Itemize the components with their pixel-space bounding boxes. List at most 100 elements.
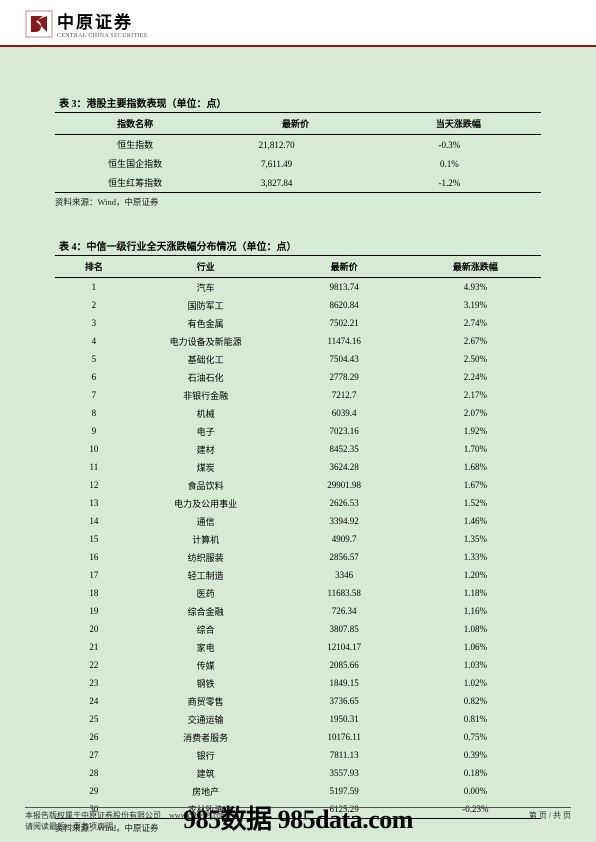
table-cell: 13 bbox=[55, 494, 133, 512]
table-cell: 7504.43 bbox=[279, 350, 410, 368]
table-cell: 2.07% bbox=[410, 404, 541, 422]
table-cell: 石油石化 bbox=[133, 368, 279, 386]
table-cell: 钢铁 bbox=[133, 674, 279, 692]
table-cell: 8452.35 bbox=[279, 440, 410, 458]
header: 中原证券 CENTRAL CHINA SECURITIES bbox=[0, 0, 596, 45]
table-row: 10建材8452.351.70% bbox=[55, 440, 541, 458]
table4-title: 表 4：中信一级行业全天涨跌幅分布情况（单位：点） bbox=[55, 238, 541, 253]
table-cell: 1.68% bbox=[410, 458, 541, 476]
table-cell: 恒生红筹指数 bbox=[55, 173, 215, 193]
table-cell: 食品饮料 bbox=[133, 476, 279, 494]
table-cell: 5197.59 bbox=[279, 782, 410, 800]
table-row: 19综合金融726.341.16% bbox=[55, 602, 541, 620]
table-cell: 1849.15 bbox=[279, 674, 410, 692]
table-cell: 726.34 bbox=[279, 602, 410, 620]
table-cell: 0.81% bbox=[410, 710, 541, 728]
table-cell: 8 bbox=[55, 404, 133, 422]
table-cell: 11 bbox=[55, 458, 133, 476]
table-cell: 21 bbox=[55, 638, 133, 656]
table-cell: 2.74% bbox=[410, 314, 541, 332]
logo-sub-text: CENTRAL CHINA SECURITIES bbox=[57, 33, 147, 39]
table-row: 20综合3807.851.08% bbox=[55, 620, 541, 638]
table3-section: 表 3：港股主要指数表现（单位：点） 指数名称 最新价 当天涨跌幅 恒生指数21… bbox=[55, 95, 541, 208]
table-cell: 建筑 bbox=[133, 764, 279, 782]
footer-page: 第 页 / 共 页 bbox=[529, 811, 571, 832]
table-cell: 0.82% bbox=[410, 692, 541, 710]
table-row: 23钢铁1849.151.02% bbox=[55, 674, 541, 692]
table-cell: 3736.65 bbox=[279, 692, 410, 710]
table-row: 12食品饮料29901.981.67% bbox=[55, 476, 541, 494]
table-cell: 1.08% bbox=[410, 620, 541, 638]
table-row: 2国防军工8620.843.19% bbox=[55, 296, 541, 314]
table-row: 1汽车9813.744.93% bbox=[55, 278, 541, 297]
table-cell: 消费者服务 bbox=[133, 728, 279, 746]
table-cell: 11683.58 bbox=[279, 584, 410, 602]
table-cell: 恒生指数 bbox=[55, 135, 215, 155]
table4-header: 最新涨跌幅 bbox=[410, 256, 541, 278]
table-cell: 1.03% bbox=[410, 656, 541, 674]
table-row: 17轻工制造33461.20% bbox=[55, 566, 541, 584]
table-row: 6石油石化2778.292.24% bbox=[55, 368, 541, 386]
table-cell: 6 bbox=[55, 368, 133, 386]
table-cell: 20 bbox=[55, 620, 133, 638]
table-row: 26消费者服务10176.110.75% bbox=[55, 728, 541, 746]
table3-header: 当天涨跌幅 bbox=[376, 113, 541, 135]
table-cell: 28 bbox=[55, 764, 133, 782]
table-cell: 综合 bbox=[133, 620, 279, 638]
table-cell: 14 bbox=[55, 512, 133, 530]
table-row: 22传媒2085.661.03% bbox=[55, 656, 541, 674]
table-cell: 27 bbox=[55, 746, 133, 764]
table-cell: 家电 bbox=[133, 638, 279, 656]
table-row: 9电子7023.161.92% bbox=[55, 422, 541, 440]
table-row: 4电力设备及新能源11474.162.67% bbox=[55, 332, 541, 350]
table-cell: 国防军工 bbox=[133, 296, 279, 314]
table-cell: 1.20% bbox=[410, 566, 541, 584]
table-row: 7非银行金融7212.72.17% bbox=[55, 386, 541, 404]
table-cell: 6039.4 bbox=[279, 404, 410, 422]
table-cell: 1.33% bbox=[410, 548, 541, 566]
table-cell: 3557.93 bbox=[279, 764, 410, 782]
table-row: 18医药11683.581.18% bbox=[55, 584, 541, 602]
table-row: 16纺织服装2856.571.33% bbox=[55, 548, 541, 566]
table-cell: 0.00% bbox=[410, 782, 541, 800]
table-cell: 2 bbox=[55, 296, 133, 314]
table-cell: 3624.28 bbox=[279, 458, 410, 476]
table-row: 13电力及公用事业2626.531.52% bbox=[55, 494, 541, 512]
table-cell: 7023.16 bbox=[279, 422, 410, 440]
table-row: 恒生红筹指数3,827.84-1.2% bbox=[55, 173, 541, 193]
table3-source: 资料来源：Wind，中原证券 bbox=[55, 196, 541, 208]
table-cell: 2778.29 bbox=[279, 368, 410, 386]
table-cell: 1950.31 bbox=[279, 710, 410, 728]
table-row: 恒生指数21,812.70-0.3% bbox=[55, 135, 541, 155]
table-row: 24商贸零售3736.650.82% bbox=[55, 692, 541, 710]
table-cell: 1.18% bbox=[410, 584, 541, 602]
table-cell: 2.67% bbox=[410, 332, 541, 350]
table-cell: 11474.16 bbox=[279, 332, 410, 350]
content: 表 3：港股主要指数表现（单位：点） 指数名称 最新价 当天涨跌幅 恒生指数21… bbox=[0, 47, 596, 834]
table-cell: 15 bbox=[55, 530, 133, 548]
table-cell: 9 bbox=[55, 422, 133, 440]
table-cell: 24 bbox=[55, 692, 133, 710]
table-cell: 电力设备及新能源 bbox=[133, 332, 279, 350]
table-cell: 7502.21 bbox=[279, 314, 410, 332]
table-cell: 3346 bbox=[279, 566, 410, 584]
table-cell: 1.67% bbox=[410, 476, 541, 494]
table-cell: 1.35% bbox=[410, 530, 541, 548]
table-cell: 17 bbox=[55, 566, 133, 584]
table-cell: 机械 bbox=[133, 404, 279, 422]
table-cell: 汽车 bbox=[133, 278, 279, 297]
table-cell: 1.92% bbox=[410, 422, 541, 440]
table-cell: 3 bbox=[55, 314, 133, 332]
table-cell: 4.93% bbox=[410, 278, 541, 297]
table-cell: -0.3% bbox=[376, 135, 541, 155]
table4-header: 行业 bbox=[133, 256, 279, 278]
table-cell: 5 bbox=[55, 350, 133, 368]
table-cell: 1.46% bbox=[410, 512, 541, 530]
table-row: 恒生国企指数7,611.490.1% bbox=[55, 154, 541, 173]
table-cell: 4909.7 bbox=[279, 530, 410, 548]
table-cell: 非银行金融 bbox=[133, 386, 279, 404]
table-cell: 8620.84 bbox=[279, 296, 410, 314]
table-row: 21家电12104.171.06% bbox=[55, 638, 541, 656]
table-row: 25交通运输1950.310.81% bbox=[55, 710, 541, 728]
table-cell: 医药 bbox=[133, 584, 279, 602]
